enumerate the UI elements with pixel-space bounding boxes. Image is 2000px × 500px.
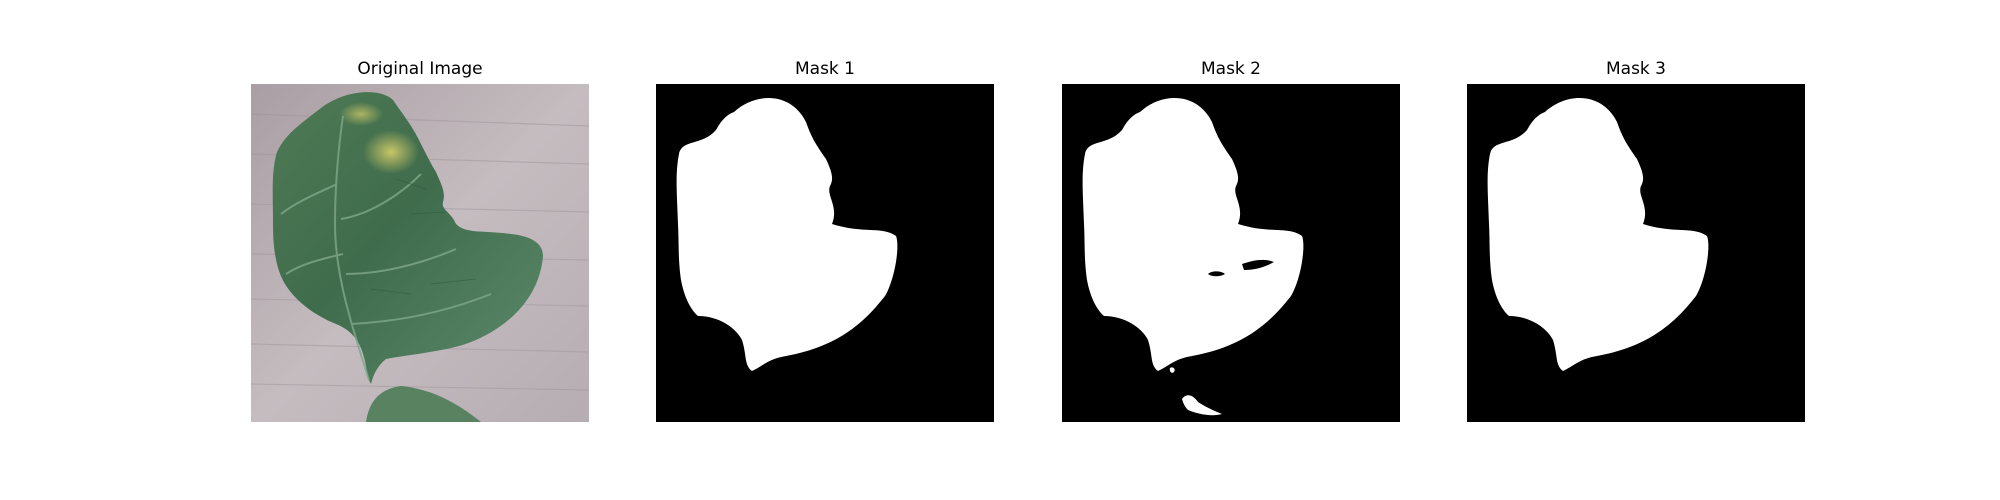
panel-title: Mask 1 [794, 59, 855, 79]
panel-title: Mask 2 [1200, 59, 1261, 79]
mask-1-panel: Mask 1 [656, 58, 994, 422]
mask-2-image [1062, 84, 1400, 422]
original-image-panel: Original Image [251, 58, 589, 422]
mask-1-image [656, 84, 994, 422]
panel-title: Mask 3 [1605, 59, 1666, 79]
leaf-photo [251, 84, 589, 422]
panel-title: Original Image [357, 59, 483, 79]
mask-3-panel: Mask 3 [1467, 58, 1805, 422]
mask-3-image [1467, 84, 1805, 422]
mask-2-panel: Mask 2 [1062, 58, 1400, 422]
